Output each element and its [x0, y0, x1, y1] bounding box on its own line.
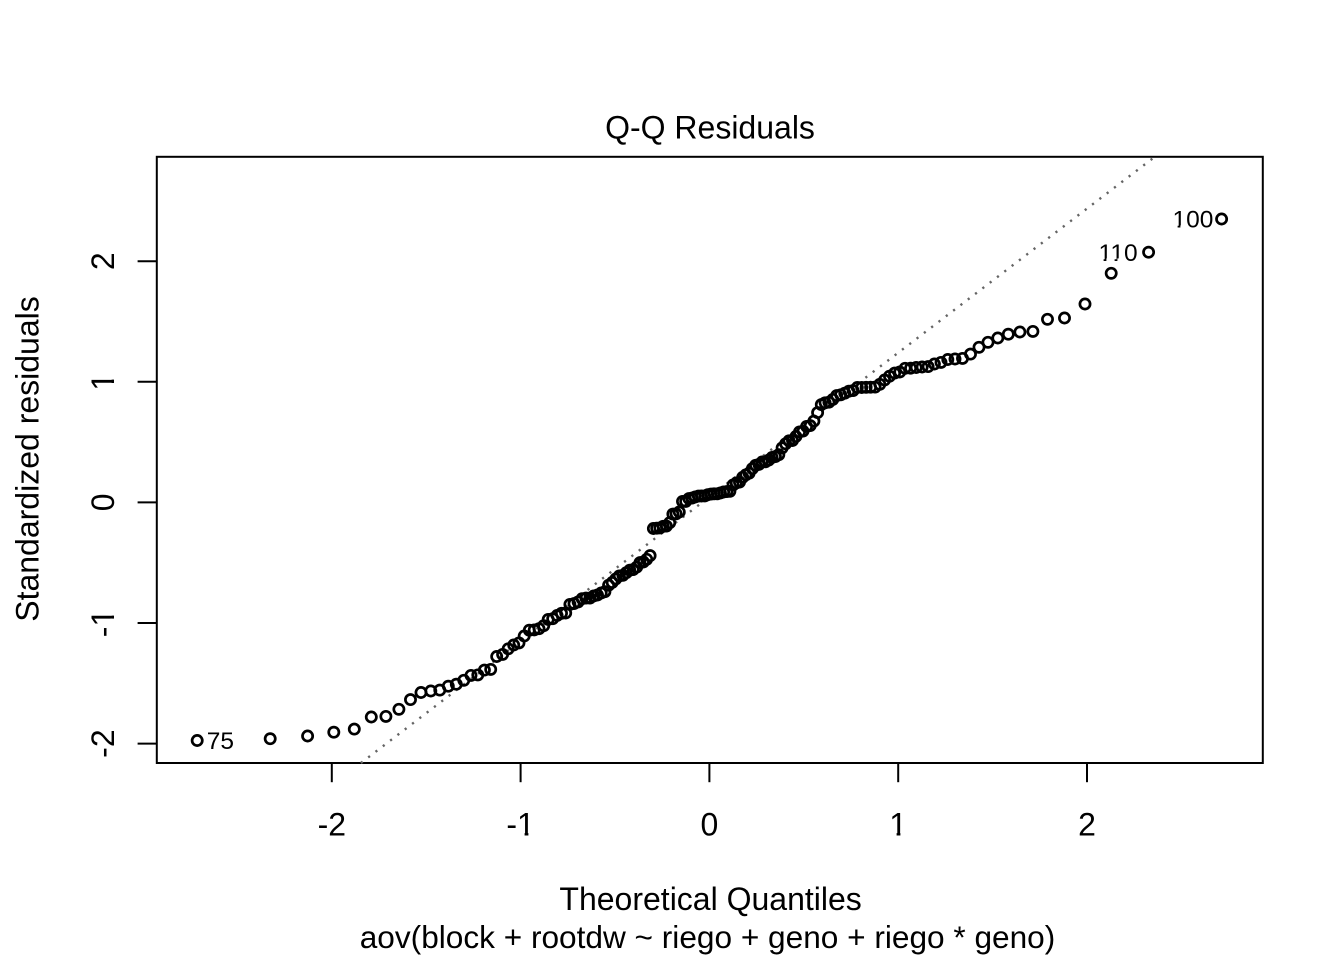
svg-text:2: 2 — [85, 252, 121, 270]
svg-text:-1: -1 — [506, 806, 534, 842]
svg-text:-2: -2 — [85, 729, 121, 757]
svg-text:aov(block + rootdw ~ riego + g: aov(block + rootdw ~ riego + geno + rieg… — [360, 919, 1056, 955]
svg-text:110: 110 — [1099, 240, 1138, 267]
svg-text:-1: -1 — [85, 609, 121, 637]
svg-text:0: 0 — [85, 494, 121, 512]
svg-text:0: 0 — [701, 806, 719, 842]
svg-text:1: 1 — [889, 806, 907, 842]
svg-text:75: 75 — [207, 728, 234, 755]
svg-text:Theoretical Quantiles: Theoretical Quantiles — [559, 881, 861, 917]
svg-text:-2: -2 — [318, 806, 346, 842]
svg-text:Standardized residuals: Standardized residuals — [10, 296, 46, 622]
svg-text:Q-Q Residuals: Q-Q Residuals — [605, 110, 815, 146]
svg-text:1: 1 — [85, 373, 121, 391]
svg-text:2: 2 — [1078, 806, 1096, 842]
svg-text:100: 100 — [1173, 207, 1214, 234]
